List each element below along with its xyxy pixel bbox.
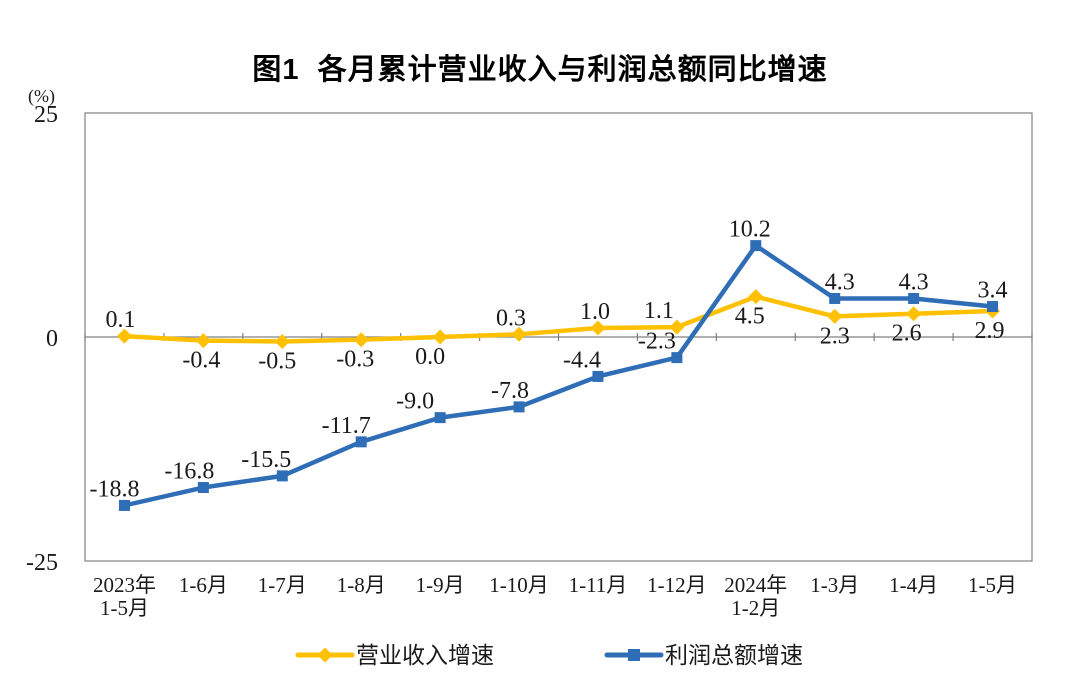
profit-series-line <box>122 243 995 508</box>
revenue-value-label: 1.0 <box>580 299 610 325</box>
revenue-value-label: -0.5 <box>258 348 296 374</box>
revenue-marker <box>353 332 369 348</box>
revenue-value-label: 2.9 <box>975 318 1005 344</box>
y-tick-label: 25 <box>34 102 58 128</box>
x-tick-label: 1-7月 <box>258 573 307 597</box>
revenue-legend-marker <box>317 647 333 663</box>
profit-value-label: -2.3 <box>638 329 676 355</box>
profit-marker <box>908 292 920 304</box>
y-tick-label: -25 <box>26 550 58 576</box>
x-tick-label: 1-8月 <box>337 573 386 597</box>
x-tick-label: 1-6月 <box>179 573 228 597</box>
revenue-marker <box>590 320 606 336</box>
revenue-value-label: 0.0 <box>415 344 445 370</box>
y-axis-unit-label: (%) <box>28 86 55 106</box>
revenue-value-label: -0.3 <box>336 347 374 373</box>
x-tick-label: 1-9月 <box>416 573 465 597</box>
profit-legend-marker <box>628 649 640 661</box>
revenue-legend-label: 营业收入增速 <box>356 643 494 668</box>
profit-value-label: 3.4 <box>978 278 1008 304</box>
profit-marker <box>355 436 367 448</box>
x-tick-label: 1-5月 <box>968 573 1017 597</box>
x-tick-label: 1-12月 <box>647 573 707 597</box>
revenue-marker <box>116 328 132 344</box>
profit-value-label: 4.3 <box>825 269 855 295</box>
profit-value-label: -9.0 <box>396 389 434 415</box>
profit-marker <box>671 352 683 364</box>
profit-value-label: 10.2 <box>729 217 771 243</box>
profit-marker <box>197 482 209 494</box>
profit-value-label: -11.7 <box>322 413 371 439</box>
x-tick-label: 2023年 1-5月 <box>93 573 156 620</box>
profit-value-label: 4.3 <box>899 269 929 295</box>
revenue-marker <box>748 289 764 305</box>
profit-marker <box>987 301 999 313</box>
revenue-marker <box>432 329 448 345</box>
revenue-value-label: -0.4 <box>182 348 220 374</box>
x-tick-label: 1-3月 <box>810 573 859 597</box>
profit-marker <box>750 240 762 252</box>
profit-value-label: -18.8 <box>89 476 139 502</box>
revenue-series-line <box>122 294 995 344</box>
revenue-marker <box>827 308 843 324</box>
x-tick-label: 1-10月 <box>489 573 549 597</box>
profit-value-label: -7.8 <box>491 378 529 404</box>
profit-value-label: -16.8 <box>164 459 214 485</box>
profit-marker <box>829 292 841 304</box>
revenue-value-label: 4.5 <box>735 304 765 330</box>
x-tick-label: 1-4月 <box>889 573 938 597</box>
profit-value-label: -4.4 <box>563 347 601 373</box>
profit-marker <box>276 470 288 482</box>
revenue-value-label: 0.1 <box>105 307 135 333</box>
x-tick-label: 2024年 1-2月 <box>724 573 787 620</box>
revenue-marker <box>195 333 211 349</box>
revenue-value-label: 2.6 <box>892 321 922 347</box>
revenue-value-label: 0.3 <box>496 305 526 331</box>
profit-value-label: -15.5 <box>241 447 291 473</box>
profit-marker <box>513 401 525 413</box>
profit-marker <box>118 499 130 511</box>
revenue-marker <box>906 306 922 322</box>
revenue-value-label: 2.3 <box>820 323 850 349</box>
profit-marker <box>434 412 446 424</box>
revenue-marker <box>511 326 527 342</box>
revenue-marker <box>274 333 290 349</box>
profit-legend-label: 利润总额增速 <box>665 643 803 668</box>
revenue-marker <box>669 319 685 335</box>
x-tick-label: 1-11月 <box>569 573 628 597</box>
chart-title: 图1 各月累计营业收入与利润总额同比增速 <box>252 54 828 86</box>
y-tick-label: 0 <box>46 326 58 352</box>
profit-marker <box>592 370 604 382</box>
revenue-value-label: 1.1 <box>644 298 674 324</box>
